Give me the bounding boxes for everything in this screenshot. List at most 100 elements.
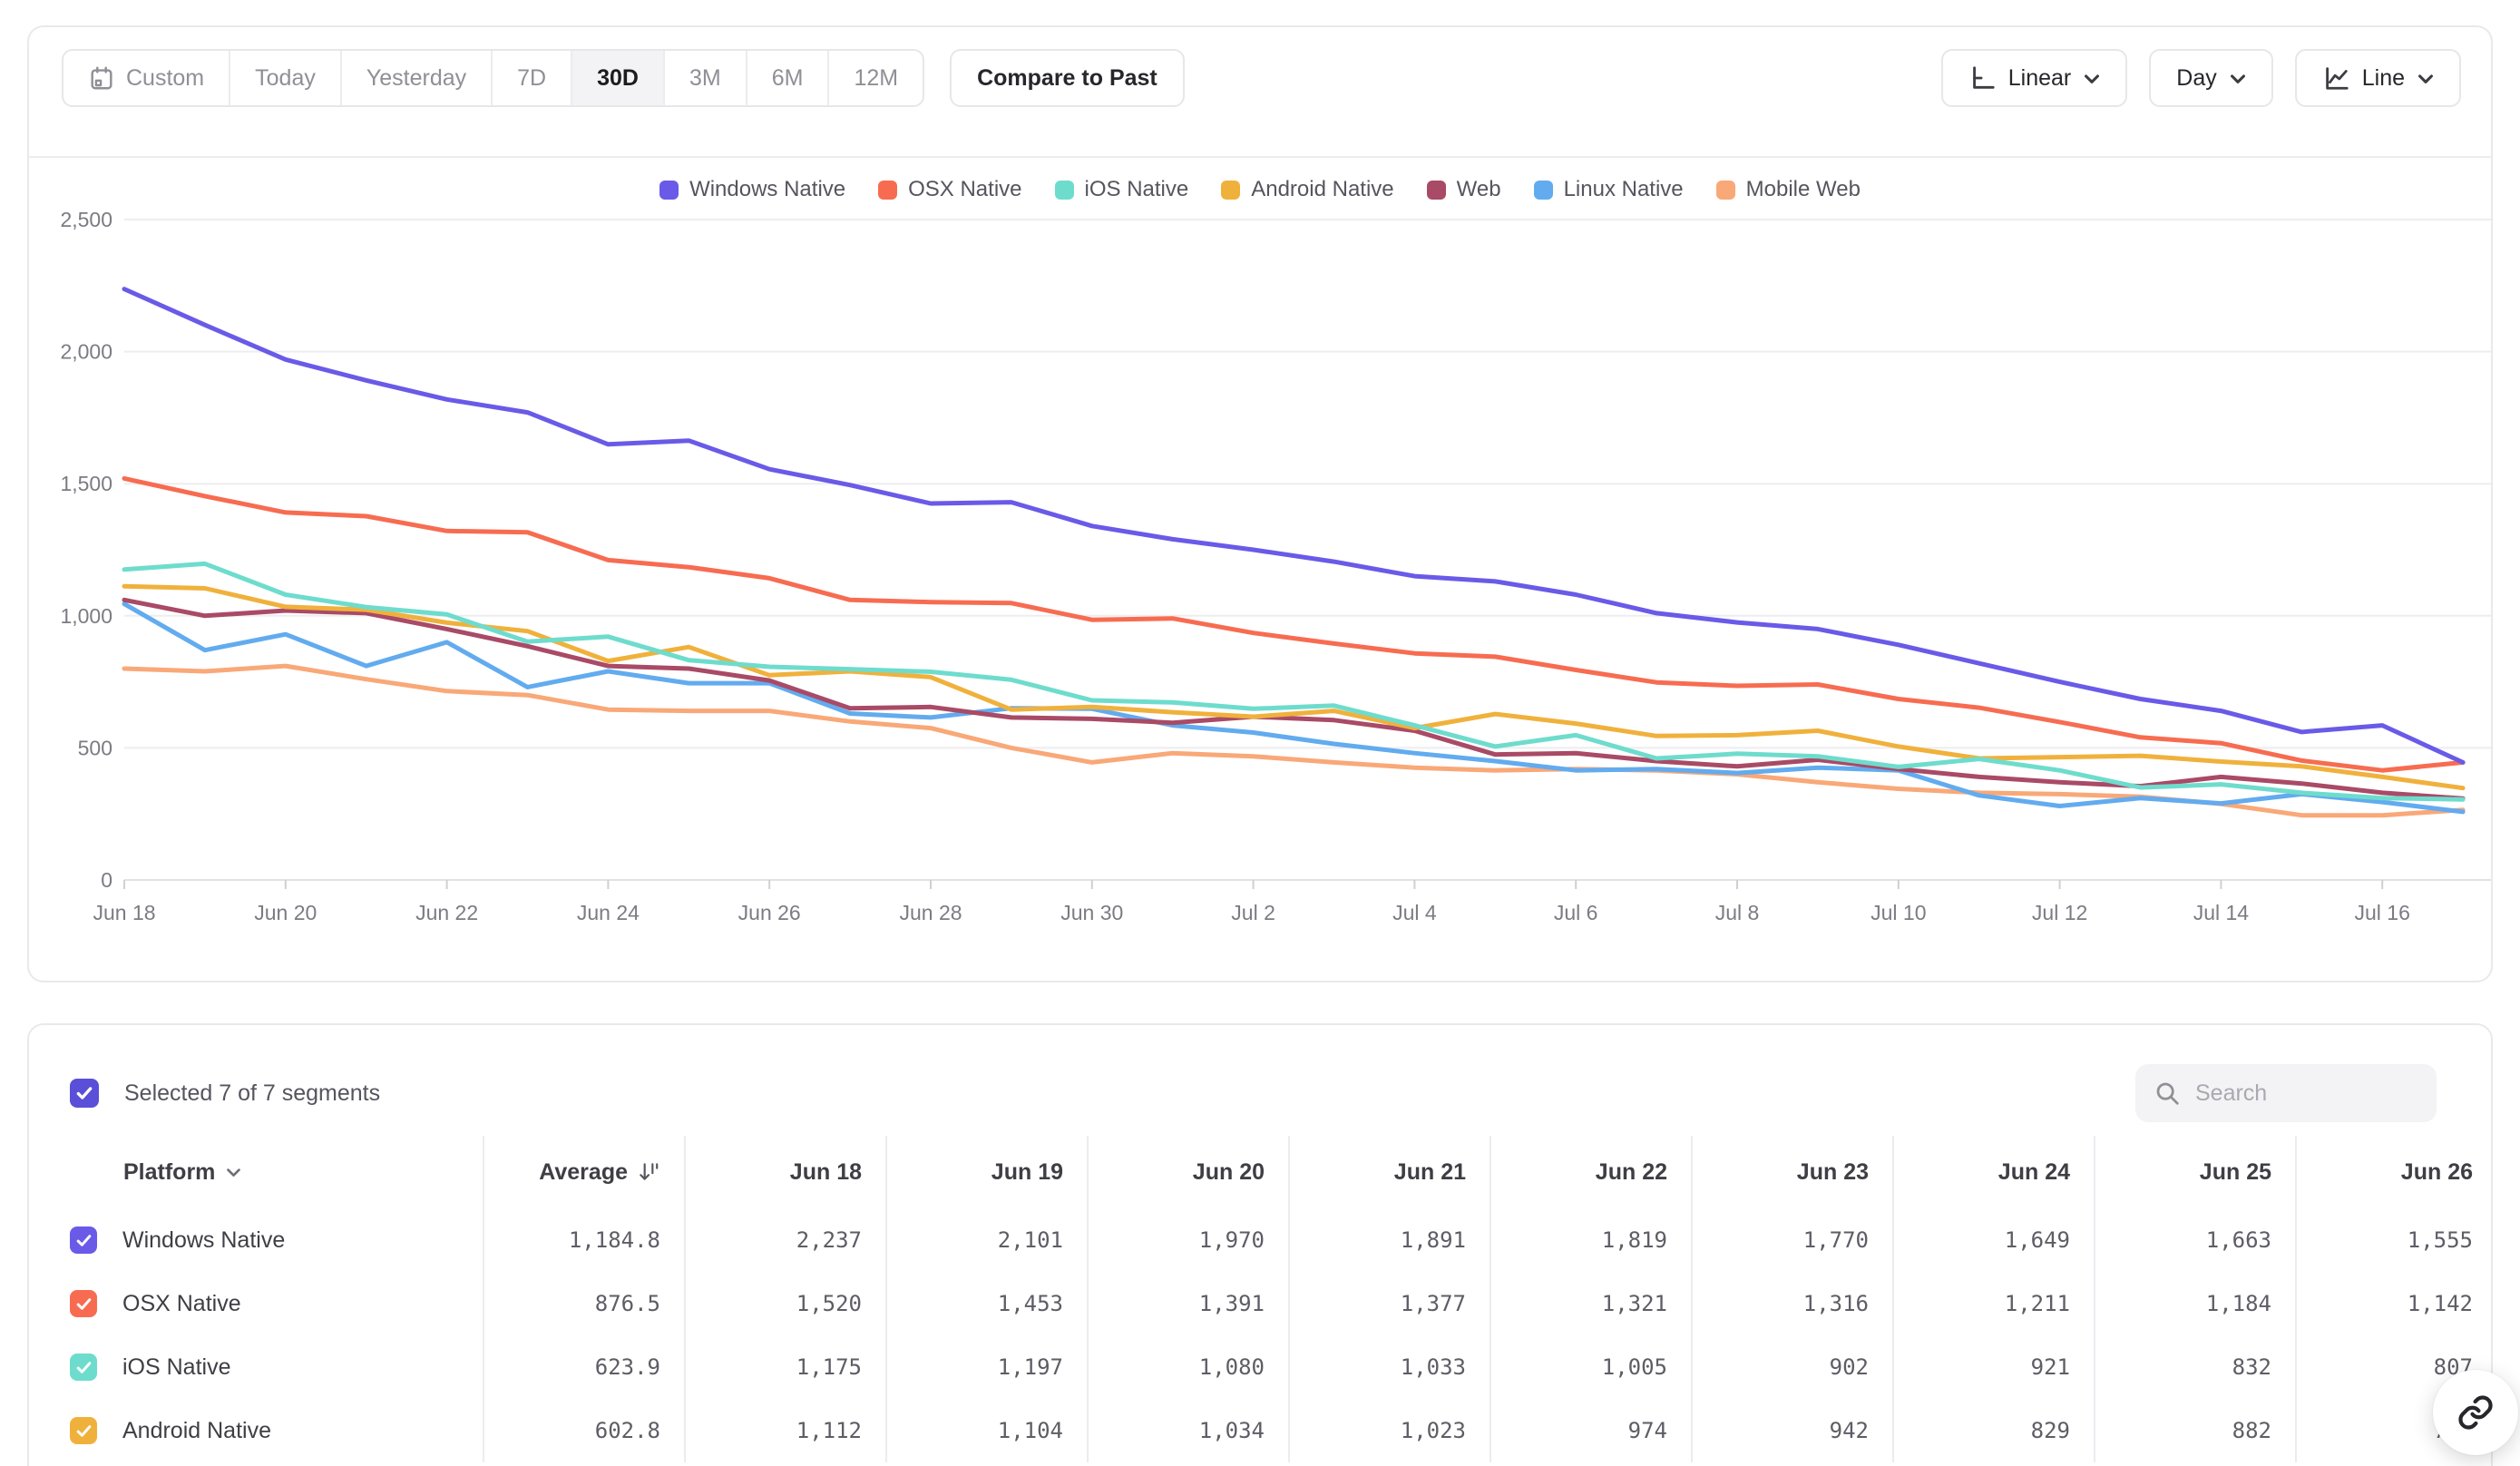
y-axis-label: 2,000 [60,340,112,364]
average-value-cell: 602.8 [483,1399,684,1462]
date-column-header[interactable]: Jun 20 [1087,1136,1288,1208]
series-line-web[interactable] [122,597,2466,801]
range-option-label: Custom [126,64,205,91]
series-line-windows-native[interactable] [122,287,2466,765]
legend-swatch [659,180,679,200]
copy-link-button[interactable] [2433,1370,2518,1455]
date-column-header[interactable]: Jun 26 [2295,1136,2491,1208]
chart-legend: Windows Native OSX Native iOS Native Androi… [29,174,2491,205]
search-icon [2154,1080,2181,1107]
date-column-header[interactable]: Jun 22 [1490,1136,1691,1208]
value-cell: 1,112 [684,1399,885,1462]
y-axis-label: 0 [101,868,112,892]
segment-row-android-native[interactable]: Android Native [29,1399,483,1462]
calendar-icon [88,64,115,92]
range-option-label: 3M [689,64,721,91]
chart-display-controls: Linear Day [1940,49,2461,107]
date-column-header[interactable]: Jun 24 [1892,1136,2094,1208]
range-option-7d[interactable]: 7D [491,51,571,105]
value-cell: 1,211 [1892,1272,2094,1335]
date-column-header[interactable]: Jun 23 [1691,1136,1892,1208]
date-column-header[interactable]: Jun 25 [2094,1136,2295,1208]
date-column-header[interactable]: Jun 21 [1288,1136,1490,1208]
value-cell: 882 [2094,1399,2295,1462]
value-cell: 1,520 [684,1272,885,1335]
range-option-today[interactable]: Today [229,51,340,105]
date-column-header[interactable]: Jun 19 [885,1136,1087,1208]
segments-header: Selected 7 of 7 segments [70,1061,2437,1125]
segment-row-ios-native[interactable]: iOS Native [29,1335,483,1399]
range-option-label: 30D [597,64,639,91]
search-input[interactable] [2195,1080,2418,1107]
sort-descending-icon [637,1160,660,1184]
segment-label: Android Native [122,1417,271,1443]
segment-checkbox[interactable] [70,1227,97,1254]
axis-scale-icon [1968,64,1996,92]
legend-item-windows-native[interactable]: Windows Native [659,177,845,202]
value-cell: 1,023 [1288,1399,1490,1462]
x-axis-label: Jun 22 [415,901,478,924]
value-cell: 1,080 [1087,1335,1288,1399]
segment-row-windows-native[interactable]: Windows Native [29,1208,483,1272]
legend-item-android-native[interactable]: Android Native [1221,177,1394,202]
x-axis-label: Jul 10 [1870,901,1926,924]
series-line-mobile-web[interactable] [122,663,2466,818]
segment-label: iOS Native [122,1354,231,1380]
scale-select[interactable]: Linear [1940,49,2128,107]
x-axis-label: Jun 24 [577,901,640,924]
average-value-cell: 623.9 [483,1335,684,1399]
value-cell: 1,033 [1288,1335,1490,1399]
legend-item-mobile-web[interactable]: Mobile Web [1715,177,1861,202]
legend-label: Linux Native [1563,177,1684,201]
segment-label: Windows Native [122,1227,286,1253]
legend-label: Mobile Web [1745,177,1861,201]
segment-checkbox[interactable] [70,1290,97,1317]
segment-checkbox[interactable] [70,1417,97,1444]
legend-item-ios-native[interactable]: iOS Native [1054,177,1188,202]
toolbar-divider [29,156,2491,158]
range-option-12m[interactable]: 12M [827,51,923,105]
range-option-6m[interactable]: 6M [745,51,828,105]
range-option-custom[interactable]: Custom [63,51,229,105]
series-line-android-native[interactable] [122,583,2466,791]
chart-toolbar: Custom Today Yesterday 7D 30D 3M 6M 12M Compare… [62,49,2461,107]
range-option-yesterday[interactable]: Yesterday [339,51,491,105]
select-all-checkbox[interactable] [70,1079,99,1108]
value-cell: 1,005 [1490,1335,1691,1399]
range-option-label: 12M [854,64,899,91]
chart-type-select[interactable]: Line [2294,49,2461,107]
y-axis-label: 500 [78,736,112,759]
interval-select[interactable]: Day [2149,49,2273,107]
platform-column-header[interactable]: Platform [29,1136,483,1208]
range-option-label: Today [255,64,316,91]
average-column-header[interactable]: Average [483,1136,684,1208]
legend-item-linux-native[interactable]: Linux Native [1533,177,1684,202]
value-cell: 2,101 [885,1208,1087,1272]
compare-to-past-button[interactable]: Compare to Past [950,49,1185,107]
segment-row-osx-native[interactable]: OSX Native [29,1272,483,1335]
interval-select-label: Day [2176,64,2217,91]
value-cell: 1,034 [1087,1399,1288,1462]
series-line-ios-native[interactable] [122,561,2466,802]
range-option-3m[interactable]: 3M [662,51,746,105]
x-axis-label: Jul 2 [1231,901,1275,924]
value-cell: 1,197 [885,1335,1087,1399]
average-header-label: Average [539,1158,628,1185]
series-line-osx-native[interactable] [122,475,2466,773]
date-column-header[interactable]: Jun 18 [684,1136,885,1208]
legend-item-web[interactable]: Web [1426,177,1501,202]
value-cell: 1,184 [2094,1272,2295,1335]
legend-item-osx-native[interactable]: OSX Native [878,177,1022,202]
legend-swatch [1715,180,1735,200]
x-axis-label: Jul 12 [2032,901,2087,924]
line-chart[interactable]: 0 500 1,000 1,500 2,000 2,500 Jun 18 Jun 20 Jun … [29,209,2493,982]
x-axis-label: Jul 14 [2193,901,2250,924]
range-option-30d[interactable]: 30D [571,51,663,105]
chart-type-select-label: Line [2361,64,2405,91]
y-axis-label: 1,500 [60,472,112,495]
line-chart-icon [2322,64,2349,92]
series-line-linux-native[interactable] [122,601,2466,815]
segments-card: Selected 7 of 7 segments Platform Average… [27,1023,2493,1466]
segment-checkbox[interactable] [70,1354,97,1381]
